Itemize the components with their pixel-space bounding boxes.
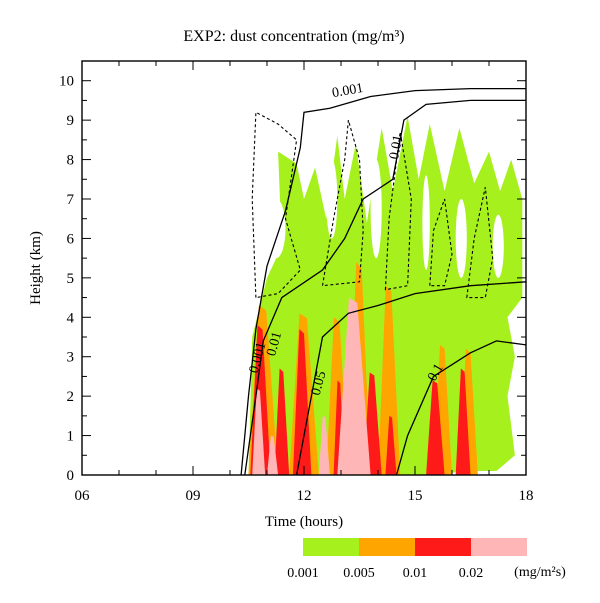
contour-line-0.1 [395, 340, 526, 475]
axis-ticks [81, 60, 527, 476]
dust-fill-regions [248, 116, 523, 475]
x-tick-labels: 06 09 12 15 18 [75, 488, 534, 504]
colorbar-label: 0.005 [343, 566, 375, 581]
y-tick-label: 6 [67, 231, 75, 247]
colorbar-unit: (mg/m²s) [514, 565, 566, 580]
dashed-contour-4 [429, 198, 453, 287]
colorbar [303, 538, 527, 556]
dashed-contour-2 [321, 119, 364, 287]
dashed-contour-1 [251, 111, 301, 299]
colorbar-swatch [415, 538, 471, 556]
contour-label-0.05: 0.05 [309, 370, 330, 398]
contour-lines [240, 87, 526, 475]
x-tick-label: 12 [297, 488, 312, 504]
y-axis-label: Height (km) [28, 231, 44, 305]
dashed-contour-5 [466, 187, 494, 299]
y-tick-label: 1 [67, 429, 75, 445]
colorbar-label: 0.01 [403, 566, 428, 581]
y-tick-label: 10 [59, 74, 74, 90]
fill-region-red [274, 368, 290, 475]
colorbar-swatch [303, 538, 359, 556]
y-tick-label: 3 [67, 350, 75, 366]
chart-title: EXP2: dust concentration (mg/m³) [183, 28, 404, 45]
contour-line-0.01 [244, 99, 526, 475]
x-tick-label: 09 [186, 488, 201, 504]
colorbar-label: 0.02 [459, 566, 484, 581]
fill-region-pink [318, 415, 330, 475]
colorbar-label: 0.001 [287, 566, 319, 581]
fill-region-pink [337, 297, 371, 475]
contour-line-0.001 [240, 87, 526, 475]
y-tick-label: 2 [67, 389, 75, 405]
y-tick-label: 5 [67, 271, 75, 287]
fill-region-pink [252, 388, 266, 475]
fill-gap [492, 214, 504, 278]
contour-label-0.01: 0.01 [387, 134, 406, 161]
contour-label-0.001: 0.001 [331, 81, 365, 101]
fill-region-red [455, 368, 471, 475]
y-tick-label: 7 [67, 192, 75, 208]
fill-gap [455, 199, 467, 278]
fill-gap [267, 199, 286, 259]
colorbar-labels: 0.001 0.005 0.01 0.02 [287, 566, 483, 581]
contour-line-0.05 [295, 281, 526, 475]
x-tick-label: 06 [75, 488, 91, 504]
fill-gap [422, 175, 430, 270]
contour-label-0.01: 0.01 [264, 330, 285, 358]
x-tick-label: 18 [519, 488, 534, 504]
fill-region-red [426, 380, 445, 475]
y-tick-labels: 0 1 2 3 4 5 6 7 8 9 10 [59, 74, 75, 484]
fill-region-orange [378, 285, 401, 475]
x-tick-label: 15 [408, 488, 423, 504]
y-tick-label: 8 [67, 153, 75, 169]
colorbar-swatch [471, 538, 527, 556]
fill-region-pink [267, 435, 279, 475]
fill-region-red [385, 415, 397, 475]
y-tick-label: 9 [67, 113, 75, 129]
colorbar-swatch [359, 538, 415, 556]
y-tick-label: 4 [67, 310, 75, 326]
y-tick-label: 0 [67, 468, 75, 484]
fill-region-red [292, 329, 312, 475]
fill-gap [370, 159, 382, 259]
x-axis-label: Time (hours) [265, 514, 343, 530]
fill-gap [326, 159, 338, 239]
